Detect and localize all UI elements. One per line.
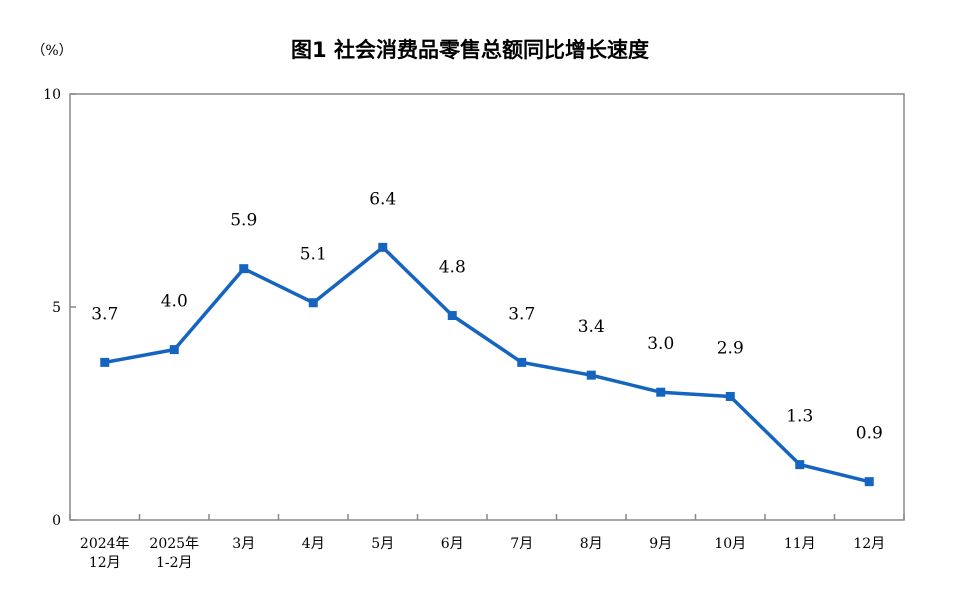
data-label: 3.0 — [647, 334, 674, 354]
data-point-marker — [517, 357, 527, 367]
x-tick-label: 7月 — [510, 536, 533, 552]
data-label: 6.4 — [369, 189, 396, 209]
x-tick-label: 1-2月 — [156, 555, 193, 571]
x-tick-label: 11月 — [784, 536, 816, 552]
x-tick-label: 3月 — [232, 536, 255, 552]
data-label: 3.7 — [508, 304, 535, 324]
data-label: 5.1 — [300, 245, 327, 265]
data-point-marker — [378, 242, 388, 252]
x-tick-label: 10月 — [714, 536, 746, 552]
chart-title: 图1 社会消费品零售总额同比增长速度 — [291, 38, 649, 62]
x-tick-label: 2025年 — [149, 536, 199, 552]
axes-group: 0 5 10 2024年 12月 2025年 1-2月 3月 4月 5月 6月 7月 8月 9月 10月 11… — [43, 87, 905, 571]
plot-frame — [69, 93, 905, 521]
x-tick-label: 6月 — [441, 536, 464, 552]
x-tick-label: 8月 — [580, 536, 603, 552]
data-point-marker — [447, 311, 457, 321]
data-point-marker — [795, 460, 805, 470]
data-label: 0.9 — [856, 424, 883, 444]
y-tick-label: 10 — [43, 87, 61, 103]
data-point-marker — [169, 345, 179, 355]
data-point-marker — [725, 391, 735, 401]
data-point-marker — [308, 298, 318, 308]
data-label: 3.7 — [91, 304, 118, 324]
data-point-marker — [239, 264, 249, 274]
x-tick-label: 4月 — [302, 536, 325, 552]
x-tick-label: 12月 — [853, 536, 885, 552]
data-point-marker — [586, 370, 596, 380]
data-label: 1.3 — [786, 407, 813, 427]
y-tick-label: 0 — [52, 513, 61, 529]
data-label: 5.9 — [230, 211, 257, 231]
data-point-marker — [656, 387, 666, 397]
x-tick-label: 5月 — [371, 536, 394, 552]
data-label: 4.8 — [439, 258, 466, 278]
data-marks-group: 3.7 4.0 5.9 5.1 6.4 4.8 3.7 3.4 3.0 2.9 1.3 0.9 — [91, 189, 883, 487]
y-tick-label: 5 — [52, 300, 61, 316]
data-point-marker — [100, 357, 110, 367]
data-point-marker — [864, 477, 874, 487]
x-tick-label: 9月 — [649, 536, 672, 552]
data-label: 4.0 — [161, 292, 188, 312]
series-line — [104, 245, 870, 484]
data-label: 2.9 — [717, 338, 744, 358]
y-axis-unit-label: （%） — [31, 43, 72, 59]
x-tick-label: 12月 — [89, 555, 121, 571]
data-label: 3.4 — [578, 317, 605, 337]
x-tick-label: 2024年 — [80, 536, 130, 552]
